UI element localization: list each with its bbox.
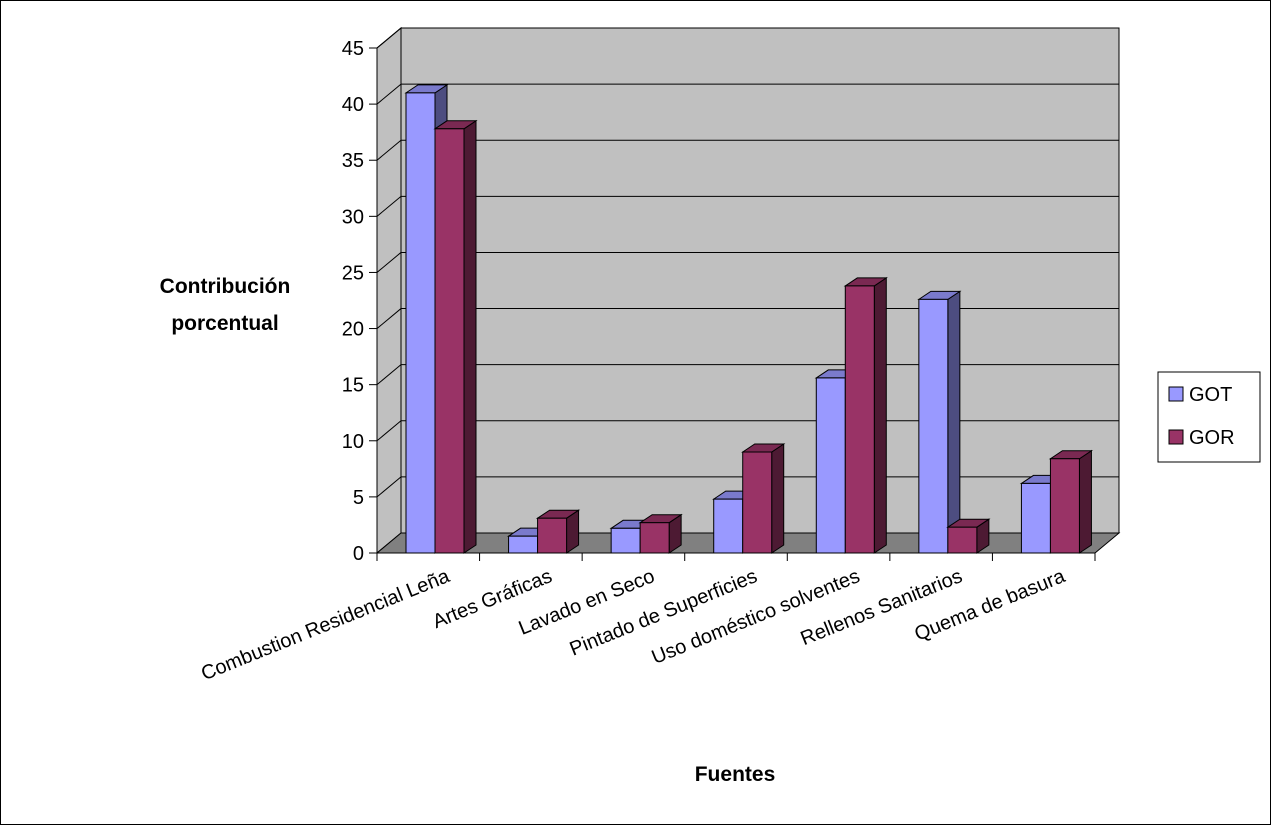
bar-gor-4: [843, 276, 888, 554]
gridline-side: [376, 195, 402, 217]
bar-front: [742, 451, 773, 554]
y-tick-label: 30: [342, 206, 364, 228]
gridline-side: [376, 308, 402, 329]
bar-gor-3: [741, 443, 786, 554]
bar-front: [405, 92, 436, 554]
gridline-side: [376, 83, 402, 105]
y-axis-title-line-1: Contribución: [160, 275, 291, 298]
y-tick-label: 0: [353, 543, 364, 565]
y-axis-ticks: 0 5 10 15 20 25 30 35 40 45: [342, 38, 364, 565]
bar-gor-0: [433, 119, 478, 554]
bar-front: [1049, 458, 1080, 554]
bars: [404, 83, 1094, 554]
y-tick-label: 40: [342, 94, 364, 116]
bar-front: [815, 377, 846, 554]
legend-label-got: GOT: [1189, 384, 1232, 406]
gridline-side: [376, 252, 402, 273]
bar-front: [639, 522, 670, 554]
bar-front: [434, 128, 465, 554]
gridline-side: [376, 420, 402, 442]
bar-side: [771, 443, 785, 554]
y-axis-title-line-2: porcentual: [171, 312, 278, 335]
gridline-side: [376, 476, 402, 498]
bar-front: [537, 517, 568, 554]
y-tick-label: 15: [342, 375, 364, 397]
legend-label-gor: GOR: [1189, 427, 1235, 449]
gridline-side: [376, 139, 402, 161]
bar-side: [873, 276, 887, 554]
bar-side: [463, 119, 477, 554]
bar-side: [1078, 449, 1092, 554]
y-tick-label: 35: [342, 150, 364, 172]
bar-got-5: [917, 290, 962, 554]
side-wall: [376, 26, 402, 555]
y-tick-label: 10: [342, 431, 364, 453]
bar-gor-5: [946, 518, 991, 554]
gridline-side: [376, 364, 402, 386]
bar-front: [1020, 482, 1051, 554]
bar-gor-2: [638, 513, 683, 554]
y-tick-label: 45: [342, 38, 364, 60]
gridline-side: [376, 27, 402, 49]
y-tick-label: 25: [342, 262, 364, 284]
x-tick-label: Combustion Residencial Leña: [198, 565, 453, 685]
bar-front: [508, 535, 539, 554]
bar-front: [947, 526, 978, 554]
x-axis-title: Fuentes: [695, 763, 776, 786]
bar-front: [918, 298, 949, 554]
legend: GOT GOR: [1157, 371, 1261, 463]
bar-side: [947, 290, 961, 554]
bar-front: [610, 527, 641, 554]
legend-swatch-got: [1168, 386, 1184, 402]
y-tick-label: 20: [342, 319, 364, 341]
y-tick-label: 5: [353, 487, 364, 509]
bar-gor-1: [535, 509, 581, 554]
bar-gor-6: [1048, 449, 1094, 554]
legend-swatch-gor: [1168, 429, 1184, 445]
bar-front: [713, 498, 744, 554]
bar-front: [844, 285, 875, 554]
